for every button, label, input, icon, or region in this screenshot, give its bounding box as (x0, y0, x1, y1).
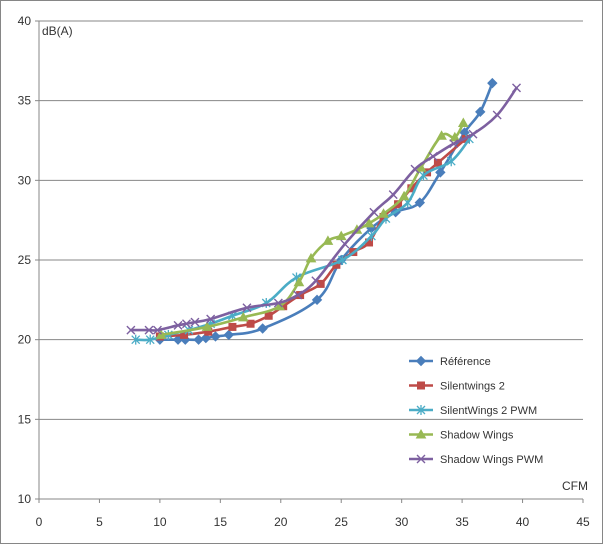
x-tick-label: 10 (153, 515, 167, 529)
data-point (144, 325, 154, 335)
data-point (487, 77, 498, 89)
data-point (200, 332, 212, 344)
data-point (410, 164, 420, 174)
data-point (457, 117, 469, 127)
legend-marker (416, 405, 426, 415)
legend-item: Silentwings 2 (409, 381, 505, 393)
legend-label: Shadow Wings PWM (440, 454, 543, 466)
x-tick-label: 45 (576, 515, 590, 529)
legend-label: SilentWings 2 PWM (440, 405, 537, 417)
y-tick-label: 25 (18, 253, 32, 267)
data-point (206, 314, 216, 324)
data-point (190, 317, 200, 327)
x-tick-label: 30 (395, 515, 409, 529)
data-point (369, 207, 379, 217)
data-point (173, 320, 183, 330)
legend-label: Silentwings 2 (440, 381, 505, 393)
data-point (293, 290, 303, 300)
data-point (193, 334, 204, 345)
data-point (210, 331, 221, 342)
data-point (126, 325, 136, 335)
data-point (223, 329, 235, 341)
data-point (435, 167, 446, 178)
data-point (475, 106, 486, 118)
gridlines (39, 20, 583, 500)
data-point (181, 319, 191, 329)
data-point (242, 303, 252, 313)
data-point (311, 276, 321, 286)
series-3 (155, 117, 469, 339)
data-point (449, 139, 459, 149)
data-point (273, 298, 283, 308)
data-point (316, 279, 325, 288)
legend-label: Shadow Wings (440, 430, 514, 442)
y-tick-label: 35 (18, 94, 32, 108)
x-tick-label: 40 (516, 515, 530, 529)
x-tick-label: 0 (36, 515, 43, 529)
data-point (398, 190, 410, 201)
data-point (228, 322, 237, 331)
x-tick-label: 15 (214, 515, 228, 529)
x-tick-label: 35 (455, 515, 469, 529)
data-point (311, 294, 323, 306)
y-tick-label: 40 (18, 14, 32, 28)
data-point (363, 217, 375, 228)
data-point (378, 208, 389, 218)
x-axis-title: CFM (562, 479, 588, 493)
legend-marker (417, 381, 425, 390)
y-tick-label: 10 (18, 492, 32, 506)
x-tick-label: 25 (335, 515, 349, 529)
data-point (152, 325, 162, 335)
y-tick-label: 30 (18, 173, 32, 187)
data-point (257, 323, 268, 334)
data-point (131, 334, 141, 345)
axes: 10 15 20 25 30 35 40 0 5 10 15 20 25 30 35 40 45 (18, 14, 590, 529)
data-point (305, 252, 317, 263)
y-tick-label: 15 (18, 412, 32, 426)
x-tick-label: 5 (96, 515, 103, 529)
series-group (126, 77, 522, 345)
data-point (322, 235, 334, 245)
data-point (512, 83, 522, 93)
data-point (201, 321, 213, 331)
data-point (428, 151, 438, 161)
data-point (418, 170, 428, 181)
y-tick-label: 20 (18, 333, 32, 347)
series-line (158, 81, 494, 342)
data-point (388, 190, 398, 200)
data-point (293, 276, 305, 287)
data-point (337, 255, 347, 265)
data-point (436, 130, 447, 140)
legend-marker (415, 428, 427, 439)
data-point (446, 156, 456, 167)
data-point (492, 110, 502, 120)
data-point (237, 311, 249, 322)
data-point (433, 158, 442, 167)
data-point (449, 131, 461, 142)
legend: Référence Silentwings 2 SilentWings 2 PWM S… (409, 355, 543, 466)
legend-item: Référence (409, 355, 491, 368)
legend-marker (416, 454, 426, 464)
legend-label: Référence (440, 356, 491, 368)
series-0 (154, 77, 498, 345)
y-axis-title: dB(A) (42, 24, 73, 38)
data-point (264, 311, 273, 320)
data-point (366, 231, 376, 242)
data-point (335, 230, 347, 241)
legend-item: Shadow Wings (409, 428, 514, 442)
data-point (468, 129, 478, 139)
legend-item: SilentWings 2 PWM (409, 405, 537, 417)
series-4 (126, 83, 522, 335)
data-point (246, 319, 255, 328)
legend-marker (415, 355, 427, 367)
x-tick-label: 20 (274, 515, 288, 529)
data-point (340, 239, 350, 249)
data-point (414, 197, 426, 208)
legend-item: Shadow Wings PWM (409, 454, 543, 466)
data-point (145, 334, 155, 345)
series-line (159, 121, 465, 337)
